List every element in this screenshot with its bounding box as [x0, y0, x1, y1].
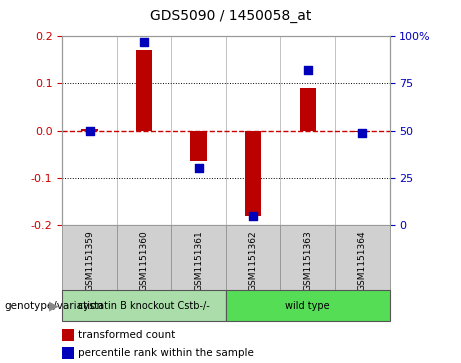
Text: ▶: ▶ [49, 299, 59, 313]
Bar [81, 129, 98, 131]
Bar [226, 290, 390, 321]
Bar [62, 290, 226, 321]
Bar [354, 131, 371, 132]
Point [359, 130, 366, 135]
Bar [280, 225, 335, 290]
Bar [226, 225, 280, 290]
Bar [335, 225, 390, 290]
Bar [300, 88, 316, 131]
Text: GSM1151359: GSM1151359 [85, 230, 94, 291]
Bar [117, 225, 171, 290]
Point [86, 128, 93, 134]
Bar [245, 131, 261, 216]
Text: GSM1151360: GSM1151360 [140, 230, 148, 291]
Point [195, 166, 202, 171]
Text: transformed count: transformed count [78, 330, 176, 340]
Text: cystatin B knockout Cstb-/-: cystatin B knockout Cstb-/- [78, 301, 210, 311]
Point [304, 68, 311, 73]
Text: GSM1151364: GSM1151364 [358, 230, 367, 291]
Point [249, 213, 257, 219]
Text: GSM1151361: GSM1151361 [194, 230, 203, 291]
Text: wild type: wild type [285, 301, 330, 311]
Text: GSM1151363: GSM1151363 [303, 230, 312, 291]
Bar [136, 50, 152, 131]
Text: percentile rank within the sample: percentile rank within the sample [78, 348, 254, 358]
Bar [62, 225, 117, 290]
Text: GSM1151362: GSM1151362 [248, 230, 258, 291]
Point [140, 39, 148, 45]
Bar [190, 131, 207, 161]
Text: genotype/variation: genotype/variation [5, 301, 104, 311]
Text: GDS5090 / 1450058_at: GDS5090 / 1450058_at [150, 9, 311, 23]
Bar [171, 225, 226, 290]
